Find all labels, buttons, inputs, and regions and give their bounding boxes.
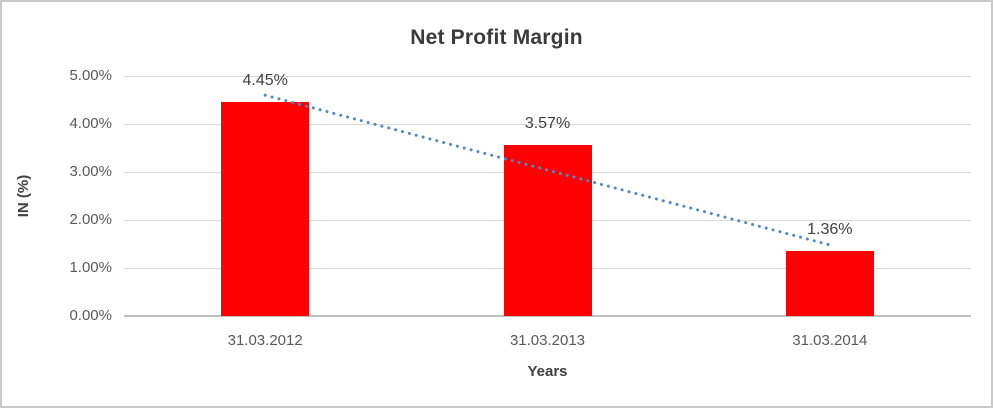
gridline xyxy=(124,75,971,77)
x-tick-label: 31.03.2013 xyxy=(509,332,586,349)
x-tick-label: 31.03.2014 xyxy=(792,332,868,349)
bar xyxy=(221,102,310,316)
x-axis-line xyxy=(124,315,971,317)
y-tick-label: 3.00% xyxy=(69,163,112,180)
x-axis-title: Years xyxy=(527,363,568,380)
y-tick-label: 5.00% xyxy=(69,67,112,84)
bar xyxy=(503,144,592,316)
x-tick-label: 31.03.2012 xyxy=(227,332,303,349)
bar-value-label: 3.57% xyxy=(524,114,571,132)
y-tick-label: 4.00% xyxy=(69,115,112,132)
y-tick-label: 2.00% xyxy=(69,211,112,228)
bar-value-label: 4.45% xyxy=(242,72,288,90)
y-axis-title-text: IN (%) xyxy=(15,174,32,218)
y-tick-label: 0.00% xyxy=(69,307,112,324)
chart-title: Net Profit Margin xyxy=(410,26,583,49)
bar-value-label: 1.36% xyxy=(807,220,853,238)
bar xyxy=(785,250,874,316)
y-tick-label: 1.00% xyxy=(69,259,112,276)
